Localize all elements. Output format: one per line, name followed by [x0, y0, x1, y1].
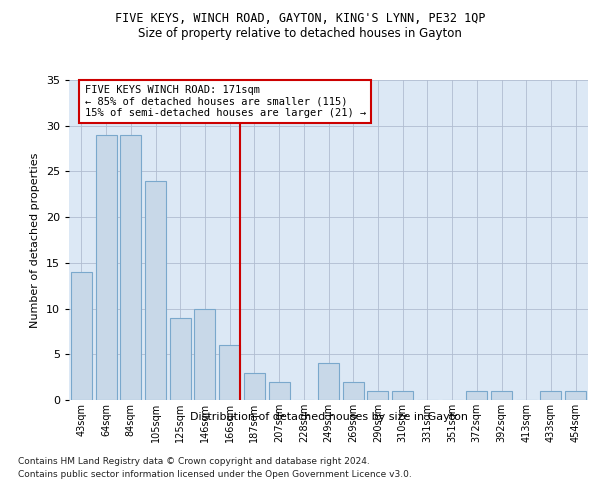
Text: Size of property relative to detached houses in Gayton: Size of property relative to detached ho…: [138, 28, 462, 40]
Bar: [367, 391, 388, 400]
Text: FIVE KEYS WINCH ROAD: 171sqm
← 85% of detached houses are smaller (115)
15% of s: FIVE KEYS WINCH ROAD: 171sqm ← 85% of de…: [85, 85, 366, 118]
Bar: [219, 345, 240, 400]
Bar: [565, 391, 586, 400]
Bar: [541, 391, 562, 400]
Y-axis label: Number of detached properties: Number of detached properties: [30, 152, 40, 328]
Text: FIVE KEYS, WINCH ROAD, GAYTON, KING'S LYNN, PE32 1QP: FIVE KEYS, WINCH ROAD, GAYTON, KING'S LY…: [115, 12, 485, 26]
Text: Distribution of detached houses by size in Gayton: Distribution of detached houses by size …: [190, 412, 468, 422]
Bar: [466, 391, 487, 400]
Bar: [170, 318, 191, 400]
Bar: [392, 391, 413, 400]
Bar: [269, 382, 290, 400]
Bar: [71, 272, 92, 400]
Bar: [95, 135, 116, 400]
Text: Contains public sector information licensed under the Open Government Licence v3: Contains public sector information licen…: [18, 470, 412, 479]
Text: Contains HM Land Registry data © Crown copyright and database right 2024.: Contains HM Land Registry data © Crown c…: [18, 458, 370, 466]
Bar: [491, 391, 512, 400]
Bar: [318, 364, 339, 400]
Bar: [194, 308, 215, 400]
Bar: [145, 180, 166, 400]
Bar: [120, 135, 141, 400]
Bar: [244, 372, 265, 400]
Bar: [343, 382, 364, 400]
